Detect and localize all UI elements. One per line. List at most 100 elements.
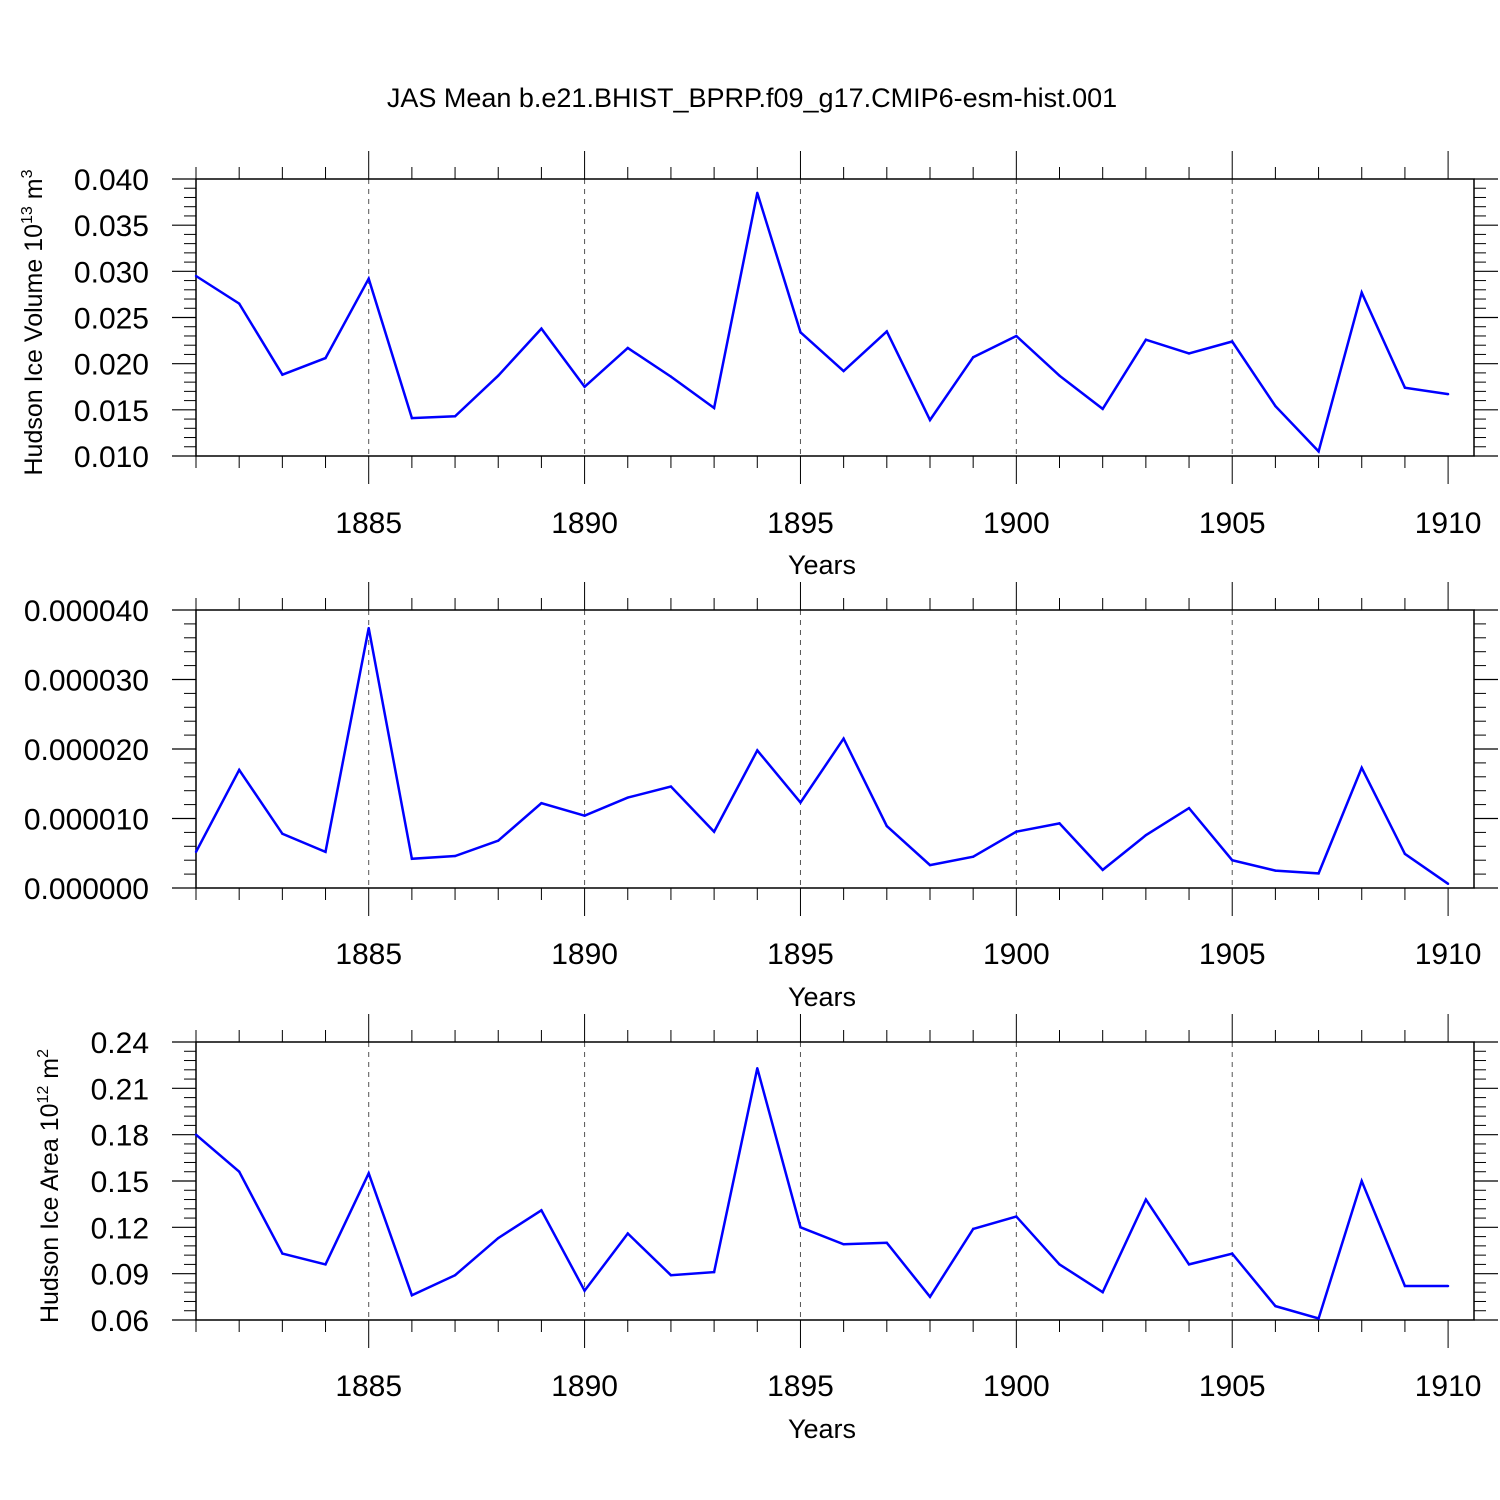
data-point-1889 bbox=[540, 1209, 543, 1212]
y-tick-label: 0.035 bbox=[74, 210, 149, 243]
data-point-1891 bbox=[626, 796, 629, 799]
data-point-1901 bbox=[1058, 1263, 1061, 1266]
data-point-1908 bbox=[1360, 291, 1363, 294]
y-tick-label: 0.09 bbox=[91, 1259, 149, 1292]
y-tick-label: 0.040 bbox=[74, 164, 149, 197]
data-point-1894 bbox=[756, 1067, 759, 1070]
data-point-1885 bbox=[367, 1172, 370, 1175]
x-axis-label: Years bbox=[788, 550, 856, 580]
x-axis-label: Years bbox=[788, 1414, 856, 1444]
plot-frame bbox=[195, 609, 1475, 889]
data-point-1900 bbox=[1015, 1215, 1018, 1218]
x-tick-label: 1895 bbox=[767, 507, 834, 540]
data-point-1892 bbox=[669, 785, 673, 788]
x-tick-label: 1885 bbox=[335, 1370, 402, 1403]
x-tick-label: 1885 bbox=[335, 938, 402, 971]
series-line bbox=[194, 627, 1449, 885]
data-point-1904 bbox=[1187, 352, 1191, 355]
data-point-1907 bbox=[1317, 1317, 1320, 1320]
data-point-1897 bbox=[885, 1241, 889, 1244]
y-tick-label: 0.015 bbox=[74, 395, 149, 428]
data-point-1897 bbox=[885, 824, 889, 828]
data-point-1910 bbox=[1446, 392, 1450, 396]
data-point-1881 bbox=[194, 850, 198, 854]
chart-title: JAS Mean b.e21.BHIST_BPRP.f09_g17.CMIP6-… bbox=[387, 83, 1117, 113]
data-point-1899 bbox=[971, 855, 975, 858]
data-point-1910 bbox=[1446, 882, 1450, 886]
data-point-1909 bbox=[1403, 1284, 1407, 1288]
data-point-1898 bbox=[928, 418, 932, 422]
x-tick-label: 1895 bbox=[767, 938, 834, 971]
data-point-1896 bbox=[842, 737, 845, 740]
data-point-1898 bbox=[928, 863, 932, 867]
data-point-1882 bbox=[237, 1170, 241, 1173]
data-point-1910 bbox=[1446, 1284, 1450, 1288]
y-tick-label: 0.21 bbox=[91, 1073, 149, 1106]
data-point-1890 bbox=[583, 814, 586, 817]
data-point-1899 bbox=[971, 1227, 975, 1231]
y-axis-label: Hudson Ice Area 1012 m2 bbox=[35, 1049, 64, 1323]
data-point-1894 bbox=[756, 191, 759, 195]
y-tick-label: 0.06 bbox=[91, 1305, 149, 1338]
data-point-1894 bbox=[756, 749, 759, 752]
data-point-1901 bbox=[1058, 374, 1061, 377]
data-point-1902 bbox=[1101, 1291, 1104, 1294]
data-point-1881 bbox=[194, 274, 198, 278]
data-point-1909 bbox=[1403, 852, 1407, 856]
x-tick-label: 1910 bbox=[1415, 938, 1482, 971]
y-tick-label: 0.15 bbox=[91, 1166, 149, 1199]
y-tick-label: 0.000010 bbox=[24, 804, 149, 837]
data-point-1883 bbox=[281, 1252, 284, 1255]
data-point-1882 bbox=[237, 302, 241, 305]
data-point-1895 bbox=[799, 801, 802, 804]
data-point-1903 bbox=[1144, 1198, 1148, 1201]
data-point-1884 bbox=[324, 850, 327, 854]
y-tick-label: 0.000030 bbox=[24, 665, 149, 698]
data-point-1902 bbox=[1101, 407, 1104, 411]
data-point-1908 bbox=[1360, 1179, 1363, 1183]
y-tick-label: 0.020 bbox=[74, 349, 149, 382]
data-point-1891 bbox=[626, 346, 629, 350]
x-tick-label: 1910 bbox=[1415, 507, 1482, 540]
data-point-1882 bbox=[237, 768, 241, 772]
x-tick-label: 1900 bbox=[983, 938, 1050, 971]
y-tick-label: 0.000000 bbox=[24, 873, 149, 906]
data-point-1909 bbox=[1403, 386, 1407, 389]
data-point-1906 bbox=[1274, 404, 1277, 408]
x-tick-label: 1905 bbox=[1199, 1370, 1266, 1403]
x-axis-label: Years bbox=[788, 982, 856, 1012]
data-point-1886 bbox=[410, 1294, 414, 1297]
x-tick-label: 1900 bbox=[983, 507, 1050, 540]
data-point-1891 bbox=[626, 1232, 629, 1235]
data-point-1903 bbox=[1144, 833, 1148, 837]
data-point-1883 bbox=[281, 832, 284, 835]
data-point-1900 bbox=[1015, 334, 1018, 338]
data-point-1896 bbox=[842, 369, 845, 373]
data-point-1895 bbox=[799, 1226, 802, 1229]
x-tick-label: 1910 bbox=[1415, 1370, 1482, 1403]
data-point-1893 bbox=[712, 406, 716, 410]
data-point-1902 bbox=[1101, 868, 1104, 872]
x-tick-label: 1890 bbox=[551, 1370, 618, 1403]
data-point-1896 bbox=[842, 1243, 845, 1246]
data-point-1885 bbox=[367, 277, 370, 280]
data-point-1888 bbox=[497, 1236, 500, 1240]
data-point-1893 bbox=[712, 1270, 716, 1274]
y-tick-label: 0.030 bbox=[74, 256, 149, 289]
data-point-1888 bbox=[497, 374, 500, 377]
x-tick-label: 1900 bbox=[983, 1370, 1050, 1403]
data-point-1888 bbox=[497, 839, 500, 842]
data-point-1887 bbox=[453, 1274, 457, 1277]
x-tick-label: 1890 bbox=[551, 507, 618, 540]
data-point-1893 bbox=[712, 830, 716, 833]
series-line bbox=[195, 1067, 1449, 1321]
data-point-1884 bbox=[324, 1263, 327, 1266]
data-point-1905 bbox=[1231, 859, 1234, 862]
y-tick-label: 0.12 bbox=[91, 1212, 149, 1245]
data-point-1889 bbox=[540, 802, 543, 805]
y-tick-label: 0.000040 bbox=[24, 595, 149, 628]
data-point-1892 bbox=[669, 1274, 673, 1277]
data-point-1887 bbox=[453, 854, 457, 858]
data-point-1903 bbox=[1144, 338, 1148, 341]
